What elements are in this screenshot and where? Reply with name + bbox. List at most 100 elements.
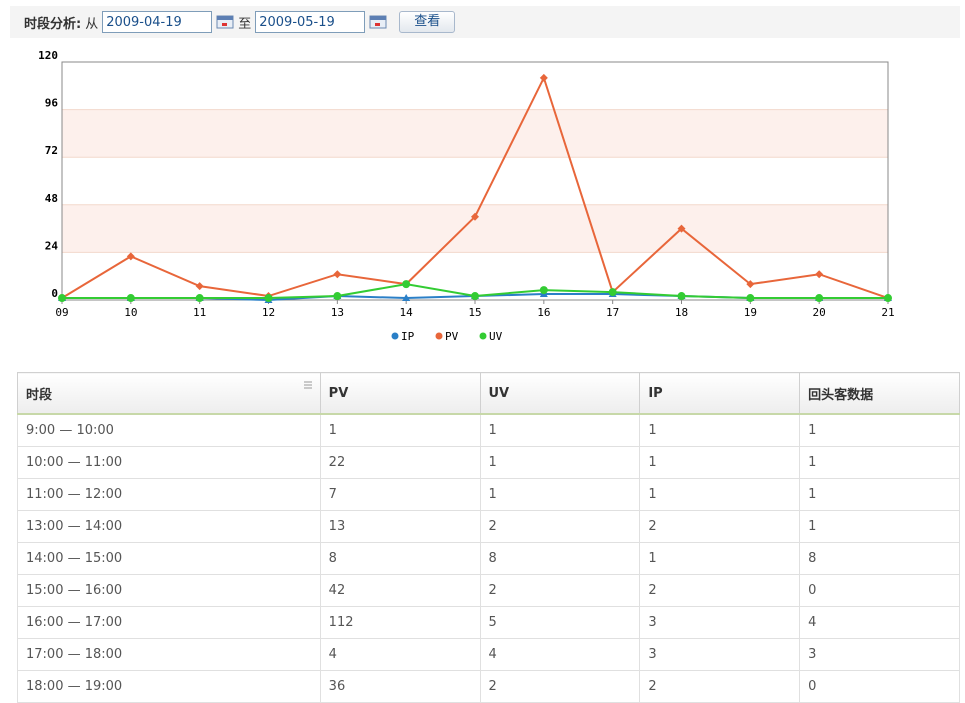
toolbar: 时段分析: 从 2009-04-19 至 2009-05-19 查看 [10,6,960,38]
data-point [195,282,204,291]
start-date[interactable]: 2009-04-19 [102,11,213,33]
table-cell: 1 [799,413,960,447]
data-point [264,294,273,303]
table-cell: 112 [319,606,481,639]
data-point [608,288,617,297]
to-label: 至 [238,16,252,32]
x-tick-label: 19 [744,306,757,319]
table-cell: 42 [319,574,481,607]
table-cell: 1 [479,446,641,479]
y-tick-label: 96 [45,97,59,110]
toolbar-label: 时段分析: [24,16,82,32]
table-cell: 2 [639,510,801,543]
table-cell: 17:00 — 18:00 [17,638,321,671]
calendar-icon[interactable] [216,14,234,30]
table-cell: 2 [479,510,641,543]
table-row: 9:00 — 10:00 1 1 1 1 [17,413,960,447]
data-point [126,252,135,261]
table-cell: 8 [319,542,481,575]
view-button[interactable]: 查看 [399,11,456,33]
table-cell: 1 [319,413,481,447]
data-point [402,294,411,302]
column-header[interactable]: PV [319,372,481,415]
table-cell: 36 [319,670,481,703]
data-point [746,280,755,289]
table-cell: 22 [319,446,481,479]
x-tick-label: 09 [55,306,68,319]
data-point [884,294,892,303]
table-cell: 3 [639,606,801,639]
data-point [58,294,66,303]
table-cell: 11:00 — 12:00 [17,478,321,511]
legend-marker [435,332,443,340]
table-cell: 0 [799,574,960,607]
data-point [471,292,479,301]
column-header[interactable]: 时段 [17,372,321,415]
table-cell: 10:00 — 11:00 [17,446,321,479]
table-row: 16:00 — 17:00 112 5 3 4 [17,606,960,639]
legend-marker [479,332,487,340]
table-cell: 1 [479,413,641,447]
x-tick-label: 21 [881,306,894,319]
table-cell: 1 [799,510,960,543]
data-point [402,280,411,289]
x-tick-label: 17 [606,306,619,319]
data-point [815,270,824,279]
table-cell: 1 [639,446,801,479]
table-cell: 2 [479,574,641,607]
table-cell: 4 [479,638,641,671]
column-header[interactable]: UV [479,372,641,415]
table-cell: 13:00 — 14:00 [17,510,321,543]
x-tick-label: 15 [468,306,481,319]
end-date[interactable]: 2009-05-19 [255,11,366,33]
table-cell: 2 [639,670,801,703]
menu-icon[interactable] [303,381,312,389]
x-tick-label: 14 [400,306,414,319]
table-cell: 15:00 — 16:00 [17,574,321,607]
table-row: 11:00 — 12:00 7 1 1 1 [17,478,960,511]
x-tick-label: 11 [193,306,206,319]
table-cell: 1 [479,478,641,511]
data-point [539,286,548,295]
data-point [126,294,135,303]
table-cell: 1 [639,413,801,447]
data-point [746,294,755,303]
table-row: 13:00 — 14:00 13 2 2 1 [17,510,960,543]
table-cell: 8 [479,542,641,575]
y-tick-label: 48 [45,192,58,205]
table-cell: 1 [639,542,801,575]
x-tick-label: 10 [124,306,137,319]
table-cell: 5 [479,606,641,639]
data-point [333,292,342,301]
table-cell: 1 [799,446,960,479]
data-point [333,270,342,279]
table-cell: 3 [639,638,801,671]
table-cell: 8 [799,542,960,575]
table-cell: 7 [319,478,481,511]
x-tick-label: 20 [813,306,826,319]
from-label: 从 [85,16,99,32]
legend-label: UV [489,330,503,343]
data-point [471,212,479,221]
data-point [677,224,686,233]
grid-band [62,109,888,158]
data-point [815,294,824,303]
y-tick-label: 72 [45,144,58,157]
y-tick-label: 0 [51,287,58,300]
legend-label: PV [445,330,459,343]
y-tick-label: 24 [45,239,59,252]
table-cell: 3 [799,638,960,671]
y-tick-label: 120 [38,49,58,62]
table-cell: 1 [799,478,960,511]
legend-marker [391,332,399,340]
calendar-icon[interactable] [369,14,387,30]
column-header[interactable]: IP [639,372,801,415]
x-tick-label: 16 [537,306,550,319]
data-point [677,292,686,301]
table-cell: 14:00 — 15:00 [17,542,321,575]
data-point [539,73,548,82]
legend-label: IP [401,330,415,343]
table-row: 17:00 — 18:00 4 4 3 3 [17,638,960,671]
column-header[interactable]: 回头客数据 [799,372,960,415]
table-cell: 2 [639,574,801,607]
